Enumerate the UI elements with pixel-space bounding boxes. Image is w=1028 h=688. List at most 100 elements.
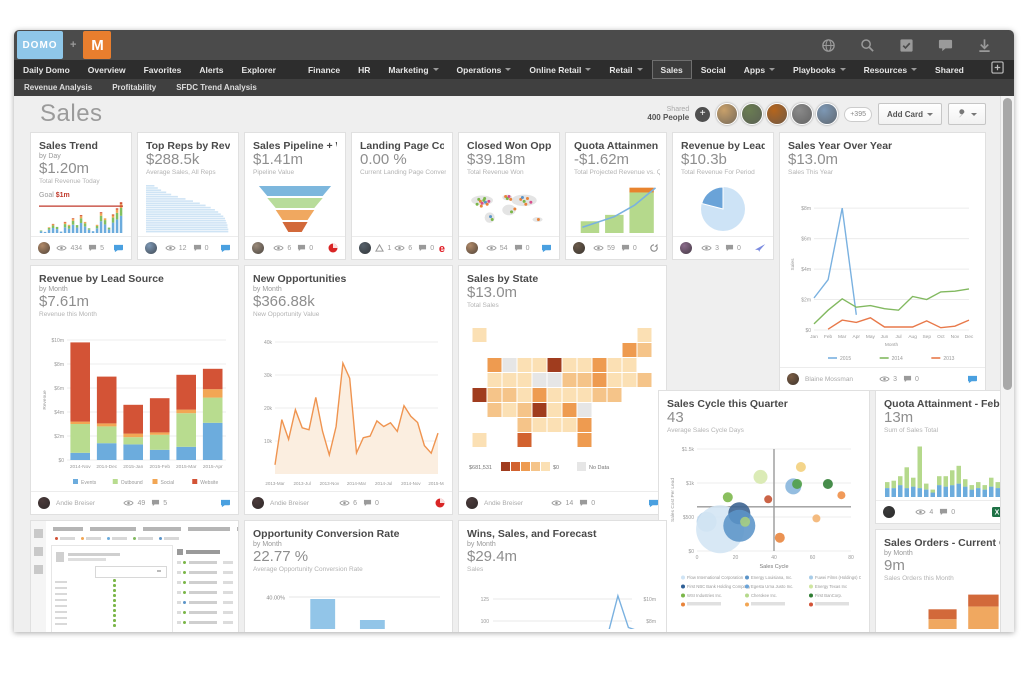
domo-buzz-icon[interactable]: [541, 244, 552, 253]
card-owner-avatar[interactable]: [38, 242, 50, 254]
views-icon[interactable]: [273, 244, 285, 252]
card-owner-avatar[interactable]: [680, 242, 692, 254]
card-owner-avatar[interactable]: [883, 506, 895, 518]
views-icon[interactable]: [879, 375, 890, 383]
views-icon[interactable]: [915, 508, 927, 516]
card-owner-avatar[interactable]: [466, 497, 478, 509]
card-owner-avatar[interactable]: [252, 242, 264, 254]
invite-people-button[interactable]: +: [695, 106, 711, 122]
comments-icon[interactable]: [725, 244, 734, 252]
domo-buzz-icon[interactable]: [220, 499, 231, 508]
card-embedded-app[interactable]: [30, 520, 239, 632]
card-sales-year-over-year[interactable]: Sales Year Over Year $13.0m Sales This Yea…: [779, 132, 986, 391]
card-owner-avatar[interactable]: [38, 497, 50, 509]
more-people-badge[interactable]: +395: [844, 106, 872, 122]
views-icon[interactable]: [56, 244, 68, 252]
nav-item-explorer[interactable]: Explorer: [241, 64, 276, 75]
alert-icon[interactable]: [375, 244, 385, 252]
card-owner-avatar[interactable]: [573, 242, 585, 254]
card-owner-avatar[interactable]: [145, 242, 157, 254]
avatar[interactable]: [716, 103, 739, 125]
nav-item-finance[interactable]: Finance: [307, 64, 341, 75]
comments-icon[interactable]: [903, 375, 912, 383]
views-icon[interactable]: [165, 244, 176, 252]
excel-icon[interactable]: X: [991, 507, 1002, 517]
nav-item-retail[interactable]: Retail: [600, 60, 651, 79]
subnav-item-revenue-analysis[interactable]: Revenue Analysis: [24, 83, 93, 92]
nav-item-overview[interactable]: Overview: [87, 64, 126, 75]
nav-item-alerts[interactable]: Alerts: [199, 64, 224, 75]
views-icon[interactable]: [339, 499, 350, 507]
nav-item-operations[interactable]: Operations: [448, 60, 521, 79]
refresh-icon[interactable]: [649, 243, 659, 253]
globe-icon[interactable]: [821, 38, 836, 53]
card-owner-avatar[interactable]: [466, 242, 478, 254]
views-icon[interactable]: [486, 244, 497, 252]
nav-item-shared[interactable]: Shared: [935, 64, 964, 75]
card-wins-sales-and-forecast[interactable]: Wins, Sales, and Forecast by Month $29.4m S…: [458, 520, 667, 632]
card-sales-trend[interactable]: Sales Trend by Day $1.20m Total Revenue Tod…: [30, 132, 132, 260]
comments-icon[interactable]: [579, 499, 588, 507]
card-sales-cycle-this-quarter[interactable]: Sales Cycle this Quarter 43 Average Sales …: [658, 390, 870, 632]
search-icon[interactable]: [860, 38, 875, 53]
domo-buzz-icon[interactable]: [220, 244, 231, 253]
comments-icon[interactable]: [363, 499, 372, 507]
comments-icon[interactable]: [418, 244, 427, 252]
card-sales-orders-current-q[interactable]: Sales Orders - Current Q...by Month9mSal…: [875, 529, 1010, 632]
views-icon[interactable]: [701, 244, 712, 252]
comments-icon[interactable]: [297, 244, 306, 252]
nav-item-marketing[interactable]: Marketing: [379, 60, 447, 79]
comments-icon[interactable]: [88, 244, 97, 252]
nav-item-daily-domo[interactable]: Daily Domo: [23, 64, 70, 75]
domo-buzz-icon[interactable]: [113, 244, 124, 253]
views-icon[interactable]: [551, 499, 563, 507]
views-icon[interactable]: [123, 499, 135, 507]
scrollbar-thumb[interactable]: [1003, 98, 1012, 390]
comments-icon[interactable]: [621, 244, 630, 252]
avatar[interactable]: [816, 103, 839, 125]
tasks-icon[interactable]: [899, 38, 914, 53]
card-quota-attainment-febr[interactable]: Quota Attainment - Febr... 13m Sum of Sale…: [875, 390, 1010, 524]
card-quota-attainment[interactable]: Quota Attainment -$1.62m Total Projected R…: [565, 132, 667, 260]
vertical-scrollbar[interactable]: [1000, 96, 1014, 632]
card-revenue-by-lead-source[interactable]: Revenue by Lead Source by Month $7.61m Reve…: [30, 265, 239, 515]
avatar[interactable]: [741, 103, 764, 125]
messages-icon[interactable]: [938, 38, 953, 53]
card-landing-page-conversion[interactable]: Landing Page Conversion0.00 %Current Lan…: [351, 132, 453, 260]
comments-icon[interactable]: [151, 499, 160, 507]
card-sales-by-state[interactable]: Sales by State $13.0m Total Sales $681,531 $…: [458, 265, 667, 515]
nav-item-playbooks[interactable]: Playbooks: [784, 60, 855, 79]
nav-item-hr[interactable]: HR: [358, 64, 371, 75]
download-icon[interactable]: [977, 38, 992, 53]
nav-item-resources[interactable]: Resources: [855, 60, 926, 79]
comments-icon[interactable]: [939, 508, 948, 516]
dataflow-icon[interactable]: [755, 243, 766, 253]
views-icon[interactable]: [394, 244, 405, 252]
nav-item-online-retail[interactable]: Online Retail: [520, 60, 600, 79]
comments-icon[interactable]: [193, 244, 202, 252]
avatar[interactable]: [766, 103, 789, 125]
eloqua-icon[interactable]: e: [438, 243, 445, 255]
avatar[interactable]: [791, 103, 814, 125]
nav-item-social[interactable]: Social: [700, 64, 726, 75]
page-settings-button[interactable]: [948, 103, 986, 125]
comments-icon[interactable]: [514, 244, 523, 252]
card-opportunity-conversion-rate[interactable]: Opportunity Conversion Rate by Month 22.77…: [244, 520, 453, 632]
views-icon[interactable]: [593, 244, 604, 252]
app-icon[interactable]: [328, 243, 338, 253]
card-owner-avatar[interactable]: [252, 497, 264, 509]
nav-item-sales[interactable]: Sales: [651, 60, 692, 79]
domo-logo[interactable]: DOMO + M: [17, 30, 112, 60]
card-new-opportunities[interactable]: New Opportunities by Month $366.88k New Opp…: [244, 265, 453, 515]
subnav-item-sfdc-trend-analysis[interactable]: SFDC Trend Analysis: [176, 83, 257, 92]
subnav-item-profitability[interactable]: Profitability: [112, 83, 157, 92]
add-page-icon[interactable]: [991, 60, 1004, 79]
add-card-button[interactable]: Add Card: [878, 103, 942, 125]
nav-item-apps[interactable]: Apps: [735, 60, 784, 79]
domo-buzz-icon[interactable]: [648, 499, 659, 508]
domo-buzz-icon[interactable]: [967, 375, 978, 384]
